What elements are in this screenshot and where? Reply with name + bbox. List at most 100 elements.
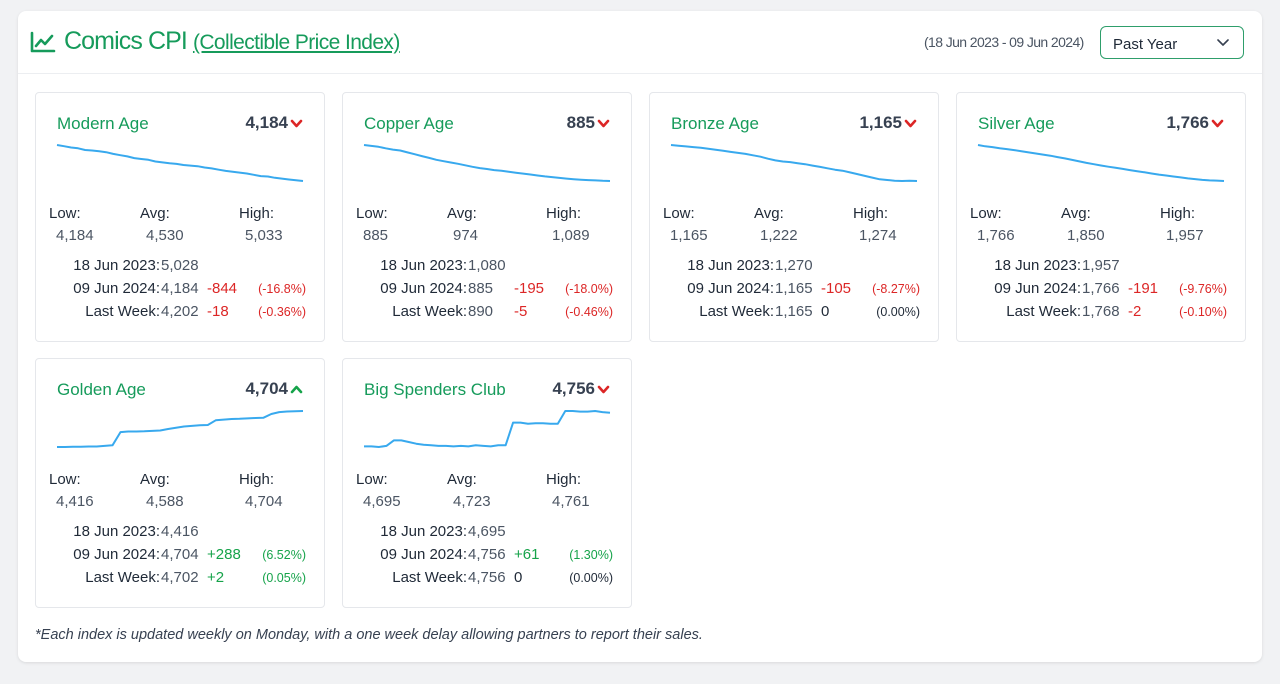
period-select[interactable]: Past Year [1100,26,1244,59]
chevron-up-icon [290,385,303,394]
collectible-price-index-link[interactable]: (Collectible Price Index) [192,31,400,54]
last-week-label: Last Week: [85,569,160,586]
high-value: 4,761 [552,493,590,510]
change-value: -191 [1128,280,1159,297]
sparkline-path [57,410,304,448]
change-value: +61 [514,546,540,563]
low-value: 4,695 [363,493,401,510]
chevron-down-icon [1217,39,1229,46]
low-label: Low: [356,205,388,222]
change-percent: (-0.46%) [565,305,613,319]
last-week-value: 1,165 [775,303,813,320]
end-value: 885 [468,280,494,297]
index-name[interactable]: Silver Age [978,114,1055,133]
cpi-panel: Comics CPI (Collectible Price Index) (18 … [18,11,1262,662]
start-date-label: 18 Jun 2023: [687,257,774,274]
start-value: 5,028 [161,257,199,274]
change-percent: (-16.8%) [258,282,306,296]
high-label: High: [239,471,275,488]
start-date-label: 18 Jun 2023: [380,523,467,540]
date-range: (18 Jun 2023 - 09 Jun 2024) [924,34,1084,50]
footnote: *Each index is updated weekly on Monday,… [35,627,703,643]
start-date-label: 18 Jun 2023: [73,523,160,540]
sparkline [56,144,304,182]
index-value: 1,766 [1166,113,1209,132]
last-week-value: 4,702 [161,569,199,586]
high-value: 1,957 [1166,227,1204,244]
change-value: -105 [821,280,852,297]
avg-value: 974 [453,227,479,244]
change-value: 0 [821,303,830,320]
sparkline [977,144,1225,182]
end-date-label: 09 Jun 2024: [73,546,160,563]
avg-label: Avg: [447,471,477,488]
start-value: 4,416 [161,523,199,540]
last-week-label: Last Week: [699,303,774,320]
change-value: -195 [514,280,545,297]
avg-value: 4,588 [146,493,184,510]
last-week-value: 4,202 [161,303,199,320]
change-value: +2 [207,569,225,586]
line-chart-icon [30,31,56,53]
high-label: High: [546,205,582,222]
low-value: 4,416 [56,493,94,510]
avg-value: 1,850 [1067,227,1105,244]
index-card[interactable]: Golden Age 4,704 Low: Avg: High: 4,416 4,588 4,… [35,358,325,608]
index-value: 4,184 [245,113,288,132]
start-value: 4,695 [468,523,506,540]
high-label: High: [1160,205,1196,222]
avg-label: Avg: [1061,205,1091,222]
end-value: 1,165 [775,280,813,297]
sparkline [670,144,918,182]
index-card[interactable]: Copper Age 885 Low: Avg: High: 885 974 1,089 18 … [342,92,632,342]
sparkline-path [364,410,611,448]
chevron-down-icon [597,119,610,128]
sparkline-path [977,144,1225,182]
period-select-value: Past Year [1113,36,1178,53]
change-percent: (6.52%) [262,548,306,562]
index-card[interactable]: Big Spenders Club 4,756 Low: Avg: High: 4,695… [342,358,632,608]
change-value: -2 [1128,303,1142,320]
index-value: 1,165 [859,113,902,132]
start-date-label: 18 Jun 2023: [73,257,160,274]
avg-label: Avg: [140,471,170,488]
change-percent: (-0.10%) [1179,305,1227,319]
change-percent: (-18.0%) [565,282,613,296]
index-name[interactable]: Big Spenders Club [364,380,506,399]
change-percent: (0.00%) [569,571,613,585]
avg-label: Avg: [754,205,784,222]
start-value: 1,270 [775,257,813,274]
avg-value: 4,723 [453,493,491,510]
change-percent: (0.05%) [262,571,306,585]
low-label: Low: [663,205,695,222]
low-value: 1,766 [977,227,1015,244]
chevron-down-icon [1211,119,1224,128]
change-value: -844 [207,280,238,297]
end-date-label: 09 Jun 2024: [687,280,774,297]
page-title: Comics CPI (Collectible Price Index) [64,27,400,56]
avg-value: 4,530 [146,227,184,244]
last-week-value: 890 [468,303,494,320]
index-card[interactable]: Modern Age 4,184 Low: Avg: High: 4,184 4,530 5,… [35,92,325,342]
change-value: 0 [514,569,523,586]
chevron-down-icon [290,119,303,128]
index-card[interactable]: Bronze Age 1,165 Low: Avg: High: 1,165 1,222 1,… [649,92,939,342]
low-value: 1,165 [670,227,708,244]
start-value: 1,957 [1082,257,1120,274]
index-name[interactable]: Bronze Age [671,114,759,133]
end-date-label: 09 Jun 2024: [380,280,467,297]
index-name[interactable]: Golden Age [57,380,146,399]
index-value: 4,756 [552,379,595,398]
end-value: 4,756 [468,546,506,563]
change-value: -18 [207,303,229,320]
sparkline-path [363,144,611,182]
title-text: Comics CPI [64,27,188,55]
change-value: -5 [514,303,528,320]
index-name[interactable]: Copper Age [364,114,454,133]
sparkline [364,410,611,448]
index-name[interactable]: Modern Age [57,114,149,133]
index-card[interactable]: Silver Age 1,766 Low: Avg: High: 1,766 1,850 1,… [956,92,1246,342]
sparkline [363,144,611,182]
high-value: 1,089 [552,227,590,244]
avg-label: Avg: [447,205,477,222]
